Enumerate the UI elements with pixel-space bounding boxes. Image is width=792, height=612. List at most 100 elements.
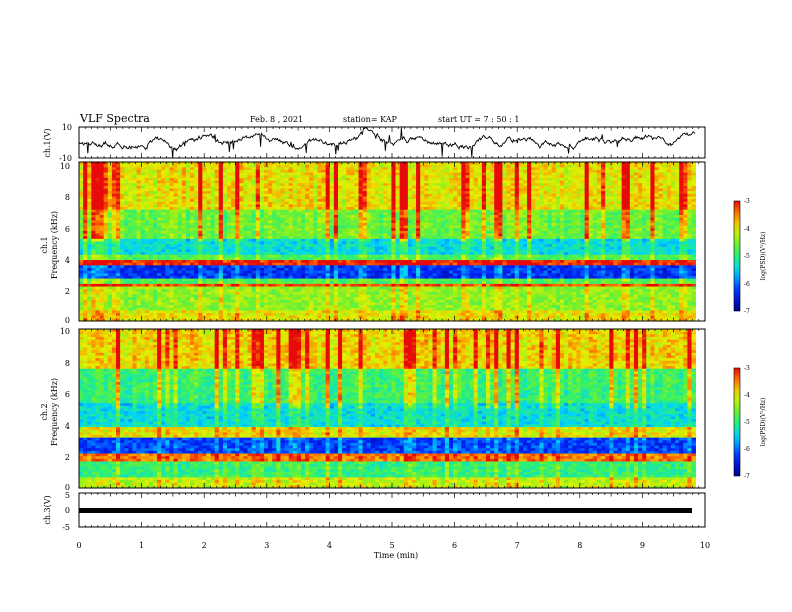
spectrogram-cell	[387, 183, 392, 187]
spectrogram-cell	[399, 191, 405, 195]
spectrogram-cell	[547, 196, 553, 200]
spectrogram-cell	[276, 201, 281, 205]
spectrogram-cell	[169, 183, 174, 187]
spectrogram-cell	[346, 172, 351, 176]
spectrogram-cell	[399, 217, 405, 221]
spectrogram-cell	[350, 238, 355, 242]
spectrogram-cell	[337, 244, 343, 248]
spectrogram-cell	[346, 193, 351, 197]
spectrogram-cell	[387, 180, 392, 184]
spectrogram-cell	[424, 222, 429, 226]
spectrogram-cell	[239, 169, 244, 173]
spectrogram-cell	[354, 177, 359, 181]
spectrogram-cell	[276, 241, 281, 245]
spectrogram-cell	[638, 180, 643, 184]
spectrogram-cell	[551, 220, 557, 224]
spectrogram-cell	[596, 207, 602, 211]
spectrogram-cell	[518, 233, 524, 237]
spectrogram-cell	[588, 238, 594, 242]
spectrogram-cell	[309, 167, 314, 171]
spectrogram-cell	[395, 180, 400, 184]
spectrogram-cell	[239, 193, 244, 197]
spectrogram-cell	[551, 236, 557, 240]
spectrogram-cell	[124, 196, 129, 200]
spectrogram-cell	[235, 164, 240, 168]
spectrogram-cell	[116, 196, 121, 200]
spectrogram-cell	[111, 177, 117, 181]
spectrogram-cell	[572, 230, 577, 234]
spectrogram-cell	[658, 172, 664, 176]
spectrogram-cell	[366, 177, 372, 181]
spectrogram-cell	[592, 169, 598, 173]
spectrogram-cell	[687, 172, 692, 176]
spectrogram-cell	[403, 193, 409, 197]
spectrogram-cell	[111, 167, 117, 171]
spectrogram-cell	[407, 217, 413, 221]
spectrogram-cell	[107, 175, 113, 179]
spectrogram-cell	[161, 209, 166, 213]
spectrogram-cell	[79, 228, 84, 232]
spectrogram-cell	[609, 238, 614, 242]
spectrogram-cell	[292, 215, 298, 218]
spectrogram-cell	[198, 177, 203, 181]
spectrogram-cell	[617, 164, 622, 168]
spectrogram-cell	[313, 201, 318, 205]
spectrogram-cell	[214, 204, 220, 208]
spectrogram-cell	[481, 162, 487, 165]
spectrogram-cell	[214, 196, 220, 200]
spectrogram-cell	[181, 180, 187, 184]
spectrogram-cell	[124, 183, 129, 187]
spectrogram-cell	[194, 175, 199, 179]
spectrogram-cell	[625, 191, 631, 195]
spectrogram-cell	[633, 196, 639, 200]
spectrogram-cell	[490, 183, 495, 187]
spectrogram-cell	[124, 177, 129, 181]
spectrogram-cell	[646, 169, 651, 173]
spectrogram-cell	[292, 185, 298, 189]
spectrogram-cell	[564, 199, 569, 203]
spectrogram-cell	[662, 225, 668, 229]
spectrogram-cell	[547, 230, 553, 234]
spectrogram-cell	[87, 238, 92, 242]
spectrogram-cell	[95, 199, 100, 203]
spectrogram-cell	[543, 236, 548, 240]
spectrogram-cell	[679, 167, 684, 171]
spectrogram-cell	[177, 204, 183, 208]
spectrogram-cell	[374, 209, 380, 213]
spectrogram-cell	[407, 193, 413, 197]
spectrogram-cell	[173, 230, 179, 234]
spectrogram-cell	[444, 225, 450, 229]
spectrogram-cell	[120, 217, 125, 221]
spectrogram-cell	[268, 169, 273, 173]
spectrogram-cell	[518, 212, 524, 216]
spectrogram-cell	[518, 222, 524, 226]
spectrogram-cell	[494, 191, 499, 195]
spectrogram-cell	[231, 236, 236, 240]
spectrogram-cell	[555, 185, 561, 189]
spectrogram-cell	[144, 169, 150, 173]
spectrogram-cell	[527, 180, 532, 184]
spectrogram-cell	[383, 172, 388, 176]
spectrogram-cell	[592, 220, 598, 224]
spectrogram-cell	[120, 215, 125, 218]
spectrogram-cell	[383, 191, 388, 195]
spectrogram-cell	[572, 209, 577, 213]
spectrogram-cell	[650, 162, 655, 165]
spectrogram-cell	[116, 217, 121, 221]
spectrogram-cell	[485, 241, 491, 245]
spectrogram-cell	[107, 217, 113, 221]
spectrogram-cell	[601, 233, 606, 237]
spectrogram-cell	[621, 244, 627, 248]
spectrogram-cell	[120, 185, 125, 189]
spectrogram-cell	[333, 193, 339, 197]
spectrogram-cell	[481, 175, 487, 179]
spectrogram-cell	[666, 212, 672, 216]
spectrogram-cell	[650, 167, 655, 171]
spectrogram-cell	[148, 162, 154, 165]
spectrogram-cell	[231, 212, 236, 216]
spectrogram-cell	[181, 164, 187, 168]
spectrogram-cell	[514, 175, 520, 179]
spectrogram-cell	[300, 164, 306, 168]
spectrogram-cell	[522, 172, 528, 176]
spectrogram-cell	[305, 220, 310, 224]
